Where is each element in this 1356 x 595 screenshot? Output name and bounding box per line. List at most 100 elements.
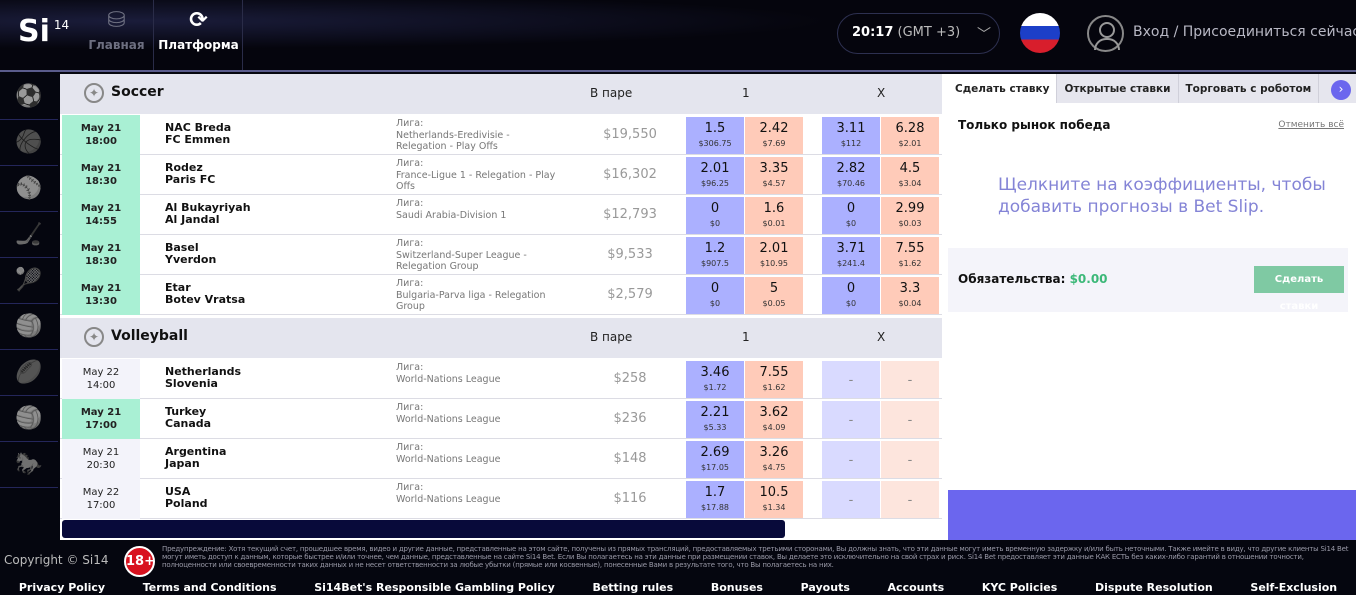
lay-odds-button[interactable]: -: [881, 361, 939, 398]
tab-3[interactable]: Управление ак: [1319, 74, 1326, 103]
sidebar-item[interactable]: 🏀: [0, 120, 58, 166]
odds-stake: $112: [840, 139, 862, 148]
footer-link[interactable]: Si14Bet's Responsible Gambling Policy: [314, 581, 555, 594]
teams[interactable]: Al Bukayriyah Al Jandal: [165, 202, 251, 226]
back-odds-button[interactable]: -: [822, 441, 880, 478]
lay-odds-button[interactable]: -: [881, 481, 939, 518]
tab-0[interactable]: Сделать ставку: [948, 74, 1058, 103]
lay-odds-button[interactable]: 3.35 $4.57: [745, 157, 803, 194]
teams[interactable]: Rodez Paris FC: [165, 162, 215, 186]
lay-odds-button[interactable]: 3.26 $4.75: [745, 441, 803, 478]
table-row[interactable]: May 21 20:30 Argentina Japan Лига: World-Nati…: [60, 439, 942, 479]
nav-home[interactable]: ⛁ Главная: [80, 0, 154, 70]
table-row[interactable]: May 21 18:30 Rodez Paris FC Лига: France-Ligu…: [60, 155, 942, 195]
footer-link[interactable]: Payouts: [800, 581, 850, 594]
teams[interactable]: NAC Breda FC Emmen: [165, 122, 231, 146]
sidebar-item[interactable]: 🎾: [0, 258, 58, 304]
back-odds-button[interactable]: 1.7 $17.88: [686, 481, 744, 518]
odds-stake: $1.62: [762, 383, 786, 392]
back-odds-button[interactable]: 0 $0: [686, 197, 744, 234]
sidebar-item[interactable]: 🏉: [0, 350, 58, 396]
sidebar-item[interactable]: 🏐: [0, 304, 58, 350]
footer-link[interactable]: Dispute Resolution: [1094, 581, 1213, 594]
lay-odds-button[interactable]: -: [881, 401, 939, 438]
lay-odds-button[interactable]: 10.5 $1.34: [745, 481, 803, 518]
teams[interactable]: Etar Botev Vratsa: [165, 282, 245, 306]
column-1: 1: [742, 330, 750, 344]
sidebar-item[interactable]: 🏐: [0, 396, 58, 442]
back-odds-button[interactable]: -: [822, 481, 880, 518]
table-row[interactable]: May 22 14:00 Netherlands Slovenia Лига: World…: [60, 359, 942, 399]
teams[interactable]: Argentina Japan: [165, 446, 226, 470]
odds-value: 2.99: [895, 201, 925, 216]
user-icon[interactable]: [1087, 15, 1124, 52]
teams[interactable]: USA Poland: [165, 486, 208, 510]
footer-link[interactable]: Terms and Conditions: [142, 581, 277, 594]
league-label: Лига:: [396, 158, 424, 169]
back-odds-button[interactable]: 3.71 $241.4: [822, 237, 880, 274]
table-row[interactable]: May 21 14:55 Al Bukayriyah Al Jandal Лига: Sa…: [60, 195, 942, 235]
matched-volume: $9,533: [607, 247, 653, 262]
footer-link[interactable]: Accounts: [887, 581, 945, 594]
away-team: Paris FC: [165, 173, 216, 186]
back-odds-button[interactable]: 2.01 $96.25: [686, 157, 744, 194]
lay-odds-button[interactable]: 1.6 $0.01: [745, 197, 803, 234]
matched-volume: $19,550: [603, 127, 657, 142]
back-odds-button[interactable]: -: [822, 361, 880, 398]
back-odds-button[interactable]: 0 $0: [686, 277, 744, 314]
footer-link[interactable]: KYC Policies: [981, 581, 1058, 594]
place-bets-button[interactable]: Сделать ставки: [1254, 266, 1344, 312]
back-odds-button[interactable]: 2.82 $70.46: [822, 157, 880, 194]
back-odds-button[interactable]: 1.5 $306.75: [686, 117, 744, 154]
horizontal-scrollbar[interactable]: [62, 520, 785, 538]
back-odds-button[interactable]: 0 $0: [822, 197, 880, 234]
lay-odds-button[interactable]: 4.5 $3.04: [881, 157, 939, 194]
nav-platform[interactable]: ⟳ Платформа: [155, 0, 243, 70]
chevron-right-icon[interactable]: ›: [1331, 80, 1351, 100]
odds-stake: $4.57: [762, 179, 786, 188]
footer-link[interactable]: Self-Exclusion: [1250, 581, 1338, 594]
footer-link[interactable]: Bonuses: [710, 581, 763, 594]
table-row[interactable]: May 21 18:30 Basel Yverdon Лига: Switzerland-…: [60, 235, 942, 275]
table-row[interactable]: May 21 17:00 Turkey Canada Лига: World-Nation…: [60, 399, 942, 439]
lay-odds-button[interactable]: 7.55 $1.62: [881, 237, 939, 274]
footer-link[interactable]: Privacy Policy: [18, 581, 106, 594]
back-odds-button[interactable]: -: [822, 401, 880, 438]
sidebar-item[interactable]: ⚽: [0, 74, 58, 120]
teams[interactable]: Netherlands Slovenia: [165, 366, 241, 390]
login-link[interactable]: Вход / Присоединиться сейчас: [1133, 24, 1356, 40]
matched-volume: $2,579: [607, 287, 653, 302]
back-odds-button[interactable]: 2.69 $17.05: [686, 441, 744, 478]
cancel-all-link[interactable]: Отменить всё: [1278, 120, 1344, 130]
teams[interactable]: Turkey Canada: [165, 406, 211, 430]
sidebar-item[interactable]: ⚾: [0, 166, 58, 212]
lay-odds-button[interactable]: 5 $0.05: [745, 277, 803, 314]
events-table: ✦ Soccer В паре 1 X May 21 18:00 NAC Breda FC Em…: [60, 74, 948, 540]
timezone-selector[interactable]: 20:17 (GMT +3) ﹀: [837, 13, 1000, 54]
lay-odds-button[interactable]: -: [881, 441, 939, 478]
lay-odds-button[interactable]: 2.01 $10.95: [745, 237, 803, 274]
lay-odds-button[interactable]: 3.62 $4.09: [745, 401, 803, 438]
back-odds-button[interactable]: 1.2 $907.5: [686, 237, 744, 274]
lay-odds-button[interactable]: 3.3 $0.04: [881, 277, 939, 314]
lay-odds-button[interactable]: 2.42 $7.69: [745, 117, 803, 154]
lay-odds-button[interactable]: 6.28 $2.01: [881, 117, 939, 154]
back-odds-button[interactable]: 3.46 $1.72: [686, 361, 744, 398]
league-name: France-Ligue 1 - Relegation - Play Offs: [396, 169, 556, 193]
footer-link[interactable]: Betting rules: [592, 581, 674, 594]
back-odds-button[interactable]: 0 $0: [822, 277, 880, 314]
lay-odds-button[interactable]: 2.99 $0.03: [881, 197, 939, 234]
logo[interactable]: Si 14: [18, 14, 69, 49]
table-row[interactable]: May 21 18:00 NAC Breda FC Emmen Лига: Netherl…: [60, 115, 942, 155]
back-odds-button[interactable]: 2.21 $5.33: [686, 401, 744, 438]
teams[interactable]: Basel Yverdon: [165, 242, 216, 266]
tab-2[interactable]: Торговать с роботом: [1179, 74, 1320, 103]
back-odds-button[interactable]: 3.11 $112: [822, 117, 880, 154]
russia-flag-icon[interactable]: [1020, 13, 1060, 53]
tab-1[interactable]: Открытые ставки: [1057, 74, 1179, 103]
lay-odds-button[interactable]: 7.55 $1.62: [745, 361, 803, 398]
table-row[interactable]: May 22 17:00 USA Poland Лига: World-Nations L…: [60, 479, 942, 519]
sidebar-item[interactable]: 🐎: [0, 442, 58, 488]
sidebar-item[interactable]: 🏒: [0, 212, 58, 258]
table-row[interactable]: May 21 13:30 Etar Botev Vratsa Лига: Bulgaria…: [60, 275, 942, 315]
